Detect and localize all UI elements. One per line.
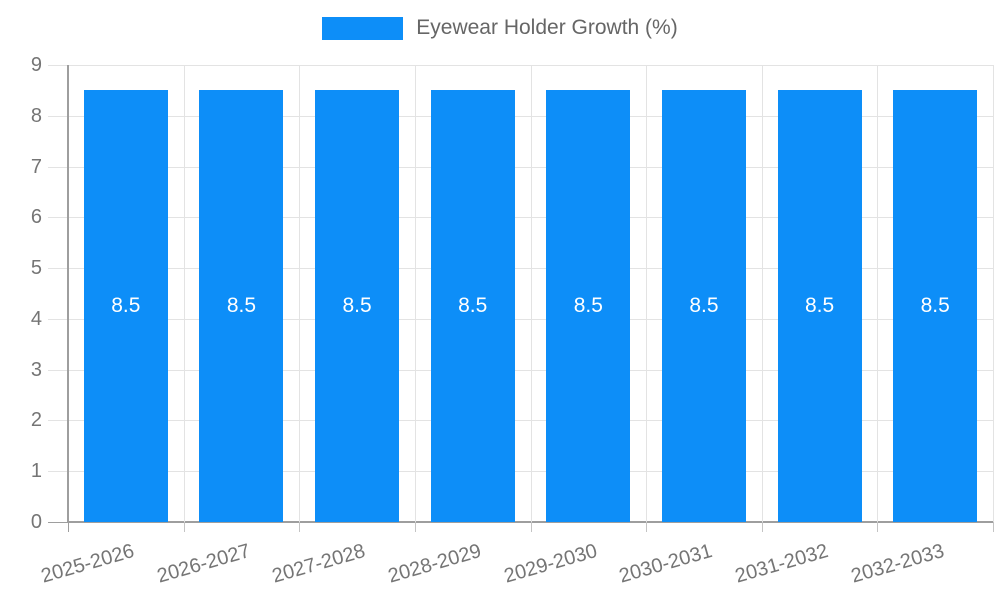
y-axis-tick-label: 0 xyxy=(30,511,42,533)
bar-2028-2029[interactable] xyxy=(430,90,515,522)
bar-2025-2026[interactable] xyxy=(83,90,168,522)
bar-value-label: 8.5 xyxy=(342,294,372,318)
x-gridline xyxy=(183,65,185,522)
y-tick-mark xyxy=(48,115,68,117)
y-axis-tick-label: 7 xyxy=(30,155,42,178)
x-gridline xyxy=(299,65,301,522)
bar-value-label: 8.5 xyxy=(689,294,719,318)
y-tick-mark xyxy=(48,268,68,270)
bar-value-label: 8.5 xyxy=(920,294,950,318)
y-axis-tick-label: 8 xyxy=(30,104,42,127)
chart-legend: Eyewear Holder Growth (%) xyxy=(0,16,1000,40)
y-axis-tick-label: 3 xyxy=(30,358,42,381)
x-tick-mark xyxy=(299,522,301,532)
y-tick-mark xyxy=(48,420,68,422)
y-tick-mark xyxy=(48,318,68,320)
y-axis-tick-label: 9 xyxy=(30,54,42,76)
bar-2029-2030[interactable] xyxy=(546,90,631,522)
y-tick-mark xyxy=(48,217,68,219)
x-tick-mark xyxy=(414,522,416,532)
y-tick-mark xyxy=(48,166,68,168)
bar-2027-2028[interactable] xyxy=(315,90,400,522)
y-axis-tick-label: 1 xyxy=(30,460,42,483)
x-axis-tick-label: 2026-2027 xyxy=(154,540,253,588)
x-gridline xyxy=(646,65,648,522)
y-tick-mark xyxy=(48,471,68,473)
x-gridline xyxy=(761,65,763,522)
x-gridline xyxy=(877,65,879,522)
bar-value-label: 8.5 xyxy=(804,294,835,318)
y-axis-tick-label: 4 xyxy=(30,307,42,330)
x-tick-mark xyxy=(646,522,648,532)
x-tick-mark xyxy=(183,522,185,532)
y-tick-mark xyxy=(48,369,68,371)
bar-value-label: 8.5 xyxy=(458,294,488,318)
x-tick-mark xyxy=(68,522,69,532)
x-axis-tick-label: 2031-2032 xyxy=(732,540,831,588)
legend-item[interactable]: Eyewear Holder Growth (%) xyxy=(322,16,678,40)
y-tick-mark xyxy=(48,65,68,66)
legend-label: Eyewear Holder Growth (%) xyxy=(416,16,678,39)
y-tick-mark xyxy=(48,522,68,523)
y-axis-line xyxy=(67,65,69,522)
y-axis-tick-label: 6 xyxy=(30,206,42,229)
x-axis-tick-label: 2032-2033 xyxy=(848,540,947,588)
x-tick-mark xyxy=(530,522,532,532)
bar-2032-2033[interactable] xyxy=(893,90,978,522)
bar-value-label: 8.5 xyxy=(573,294,603,318)
x-gridline xyxy=(414,65,416,522)
x-tick-mark xyxy=(761,522,763,532)
x-axis-tick-label: 2025-2026 xyxy=(38,540,137,588)
x-axis-tick-label: 2028-2029 xyxy=(385,540,484,588)
bar-2030-2031[interactable] xyxy=(661,90,746,522)
bar-value-label: 8.5 xyxy=(111,294,141,318)
x-axis-tick-label: 2030-2031 xyxy=(616,540,716,588)
bar-2026-2027[interactable] xyxy=(199,90,284,522)
bar-value-label: 8.5 xyxy=(226,294,257,318)
y-axis-tick-label: 2 xyxy=(30,409,42,432)
x-axis-tick-label: 2029-2030 xyxy=(501,540,600,588)
x-tick-mark xyxy=(877,522,879,532)
x-gridline xyxy=(993,65,994,522)
legend-swatch xyxy=(322,16,404,40)
x-axis-tick-label: 2027-2028 xyxy=(270,540,369,588)
y-axis-tick-label: 5 xyxy=(30,257,42,280)
x-tick-mark xyxy=(993,522,994,532)
bar-2031-2032[interactable] xyxy=(777,90,862,522)
x-gridline xyxy=(530,65,532,522)
